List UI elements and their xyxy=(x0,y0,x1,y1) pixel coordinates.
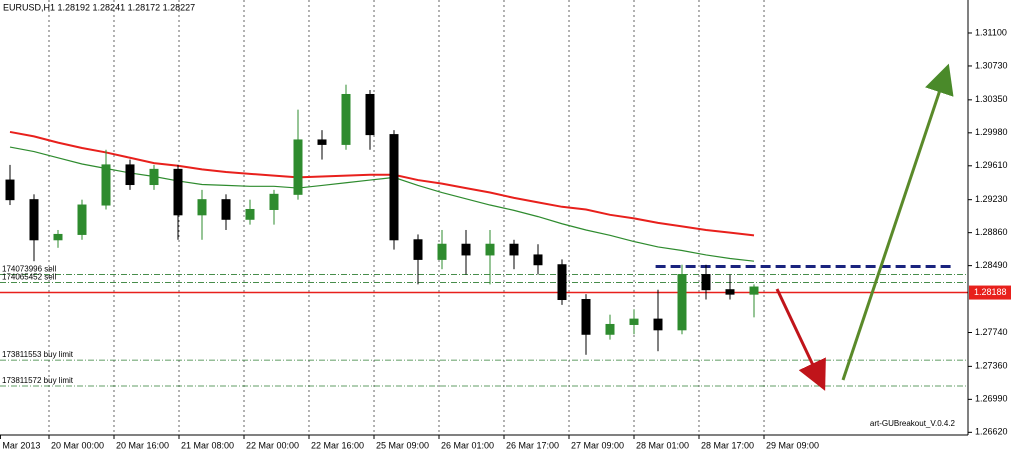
x-tick-label: Mar 2013 xyxy=(2,440,40,450)
candle-body xyxy=(77,204,87,235)
y-tick-label: 1.31100 xyxy=(975,27,1007,37)
y-tick-label: 1.30730 xyxy=(975,60,1008,70)
order-label: 173811553 buy limit xyxy=(2,350,74,359)
candle-body xyxy=(485,243,495,256)
x-tick-label: 22 Mar 00:00 xyxy=(246,440,299,450)
candle-body xyxy=(365,93,375,136)
order-label: 173811572 buy limit xyxy=(2,376,74,385)
moving-average xyxy=(9,130,755,237)
candle-body xyxy=(653,318,663,331)
x-tick-label: 29 Mar 09:00 xyxy=(766,440,819,450)
y-tick-label: 1.30350 xyxy=(975,94,1008,104)
y-tick-label: 1.29980 xyxy=(975,127,1008,137)
candle-body xyxy=(53,233,63,241)
candle-body xyxy=(581,299,591,335)
y-tick-label: 1.28490 xyxy=(975,260,1008,270)
candle-body xyxy=(269,193,279,210)
candle-body xyxy=(629,318,639,325)
candle-body xyxy=(533,254,543,266)
candle-body xyxy=(173,168,183,216)
indicator-name: art-GUBreakout_V.0.4.2 xyxy=(870,419,956,428)
current-price-box xyxy=(969,285,1011,300)
candle-body xyxy=(149,168,159,186)
down-arrow xyxy=(775,288,826,391)
candle-body xyxy=(125,164,135,186)
candle-body xyxy=(725,289,735,295)
current-price-label: 1.28188 xyxy=(974,287,1007,297)
candle-body xyxy=(605,323,615,335)
candle-body xyxy=(413,239,423,260)
y-tick-label: 1.29230 xyxy=(975,194,1008,204)
x-tick-label: 20 Mar 16:00 xyxy=(116,440,169,450)
up-arrow xyxy=(841,63,954,381)
candle-body xyxy=(677,274,687,331)
candle-body xyxy=(437,243,447,260)
candle-body xyxy=(749,286,759,295)
y-tick-label: 1.29610 xyxy=(975,160,1008,170)
candle-body xyxy=(389,134,399,241)
candle-body xyxy=(341,93,351,145)
x-tick-label: 28 Mar 01:00 xyxy=(636,440,689,450)
candle-body xyxy=(245,208,255,220)
y-tick-label: 1.26620 xyxy=(975,427,1008,437)
candle-body xyxy=(317,139,327,145)
y-tick-label: 1.27360 xyxy=(975,361,1008,371)
candle-body xyxy=(701,274,711,291)
x-tick-label: 26 Mar 01:00 xyxy=(441,440,494,450)
candle-body xyxy=(221,199,231,220)
y-tick-label: 1.26990 xyxy=(975,394,1008,404)
candle-body xyxy=(509,243,519,256)
x-tick-label: 20 Mar 00:00 xyxy=(51,440,104,450)
y-tick-label: 1.27740 xyxy=(975,327,1008,337)
x-tick-label: 22 Mar 16:00 xyxy=(311,440,364,450)
chart-title: EURUSD,H1 1.28192 1.28241 1.28172 1.2822… xyxy=(3,2,195,12)
x-tick-label: 26 Mar 17:00 xyxy=(506,440,559,450)
x-tick-label: 21 Mar 08:00 xyxy=(181,440,234,450)
x-tick-label: 28 Mar 17:00 xyxy=(701,440,754,450)
order-label: 174073996 sell xyxy=(2,265,56,274)
y-tick-label: 1.28860 xyxy=(975,227,1008,237)
x-tick-label: 27 Mar 09:00 xyxy=(571,440,624,450)
order-label: 174065452 sell xyxy=(2,273,56,282)
candle-body xyxy=(461,243,471,256)
candle-body xyxy=(101,164,111,206)
candle-body xyxy=(293,139,303,195)
candle-body xyxy=(5,179,15,201)
x-tick-label: 25 Mar 09:00 xyxy=(376,440,429,450)
candle-body xyxy=(29,199,39,241)
candle-body xyxy=(197,199,207,216)
candle-body xyxy=(557,264,567,301)
